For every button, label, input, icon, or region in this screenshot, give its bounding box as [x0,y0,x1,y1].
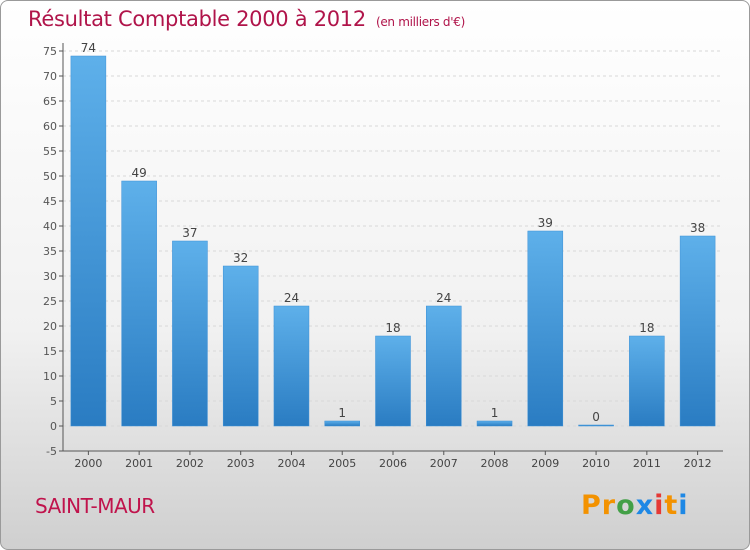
data-label-2000: 74 [81,41,96,55]
bar-2011 [629,335,665,427]
data-label-2010: 0 [592,410,600,424]
data-label-2004: 24 [284,291,299,305]
bar-2006 [375,335,411,427]
data-label-2007: 24 [436,291,451,305]
y-tick-label: 15 [43,345,57,358]
y-tick-label: 10 [43,370,57,383]
x-tick-label-2008: 2008 [481,457,509,470]
y-tick-label: 65 [43,95,57,108]
proxiti-logo: Proxiti [581,490,689,521]
y-tick-label: 55 [43,145,57,158]
town-name: SAINT-MAUR [35,494,155,518]
x-tick-label-2004: 2004 [277,457,305,470]
x-tick-label-2009: 2009 [531,457,559,470]
x-tick-label-2003: 2003 [227,457,255,470]
x-tick-label-2007: 2007 [430,457,458,470]
bars [70,55,716,427]
data-label-2011: 18 [639,321,654,335]
bar-2007 [426,305,462,427]
x-tick-label-2011: 2011 [633,457,661,470]
y-tick-label: 35 [43,245,57,258]
bar-2008 [476,420,513,427]
y-tick-label: 20 [43,320,57,333]
x-tick-label-2000: 2000 [74,457,102,470]
data-label-2001: 49 [132,166,147,180]
data-label-2012: 38 [690,221,705,235]
data-label-2002: 37 [182,226,197,240]
bar-2009 [527,230,564,427]
data-label-2003: 32 [233,251,248,265]
chart-title-text: Résultat Comptable 2000 à 2012 [28,7,366,31]
y-tick-label: 30 [43,270,57,283]
x-tick-label-2002: 2002 [176,457,204,470]
data-label-2009: 39 [538,216,553,230]
x-tick-label-2010: 2010 [582,457,610,470]
x-tick-label-2001: 2001 [125,457,153,470]
bar-2010 [578,424,614,427]
y-tick-label: -5 [46,445,57,458]
bar-2001 [121,180,157,427]
y-tick-label: 40 [43,220,57,233]
y-tick-label: 45 [43,195,57,208]
bar-2005 [324,420,360,427]
axes [59,43,723,455]
y-tick-label: 25 [43,295,57,308]
data-label-2005: 1 [338,406,346,420]
data-label-2006: 18 [385,321,400,335]
bar-2002 [172,240,208,427]
y-tick-label: 60 [43,120,57,133]
chart-unit: (en milliers d'€) [375,15,465,29]
bar-2003 [222,265,259,427]
chart-title: Résultat Comptable 2000 à 2012 (en millie… [28,7,465,31]
x-tick-label-2005: 2005 [328,457,356,470]
y-tick-label: 75 [43,45,57,58]
x-tick-label-2012: 2012 [684,457,712,470]
y-tick-label: 70 [43,70,57,83]
x-tick-label-2006: 2006 [379,457,407,470]
bar-2004 [273,305,310,427]
y-tick-label: 0 [50,420,57,433]
bar-2000 [70,55,107,427]
y-tick-label: 5 [50,395,57,408]
y-tick-label: 50 [43,170,57,183]
bar-2012 [679,235,716,427]
data-label-2008: 1 [491,406,499,420]
